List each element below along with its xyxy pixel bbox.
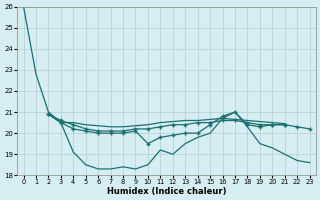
X-axis label: Humidex (Indice chaleur): Humidex (Indice chaleur) [107, 187, 226, 196]
